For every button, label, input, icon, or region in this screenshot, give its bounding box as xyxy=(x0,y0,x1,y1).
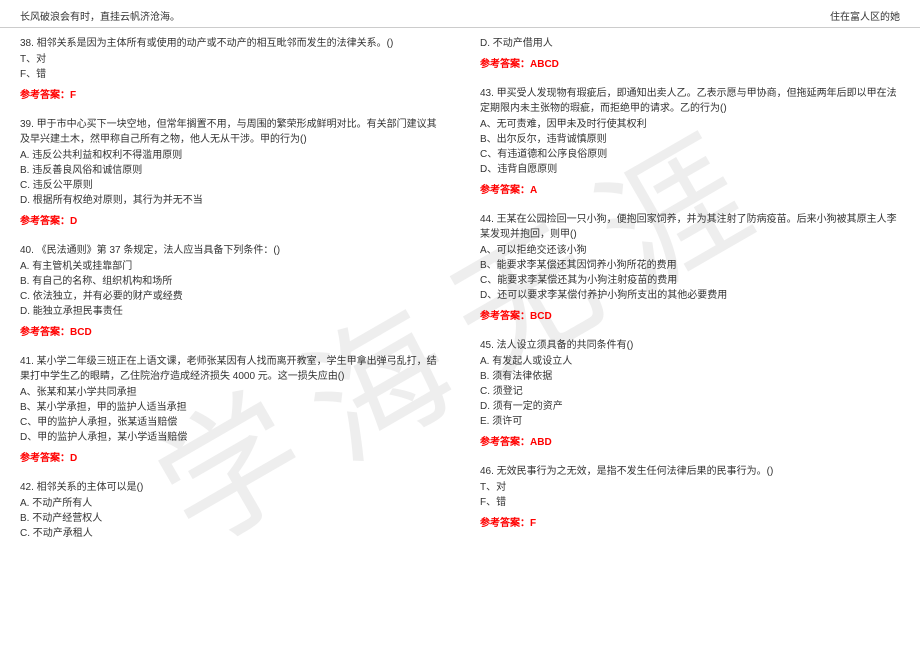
question-text: 39. 甲于市中心买下一块空地，但常年搁置不用，与周围的繁荣形成鲜明对比。有关部… xyxy=(20,117,440,147)
answer-label: 参考答案：BCD xyxy=(480,309,900,324)
option-d: D. 不动产借用人 xyxy=(480,36,900,51)
question-39: 39. 甲于市中心买下一块空地，但常年搁置不用，与周围的繁荣形成鲜明对比。有关部… xyxy=(20,117,440,229)
option-b: B. 违反善良风俗和诚信原则 xyxy=(20,163,440,178)
answer-label: 参考答案：A xyxy=(480,183,900,198)
option-b: B. 有自己的名称、组织机构和场所 xyxy=(20,274,440,289)
answer-label: 参考答案：F xyxy=(20,88,440,103)
option-a: A、无可责难，因甲未及时行使其权利 xyxy=(480,117,900,132)
option-c: C. 须登记 xyxy=(480,384,900,399)
right-column: D. 不动产借用人 参考答案：ABCD 43. 甲买受人发现物有瑕疵后，即通知出… xyxy=(460,36,900,555)
option-e: E. 须许可 xyxy=(480,414,900,429)
option-a: A、可以拒绝交还该小狗 xyxy=(480,243,900,258)
question-44: 44. 王某在公园捡回一只小狗，便抱回家饲养，并为其注射了防病疫苗。后来小狗被其… xyxy=(480,212,900,324)
content-area: 38. 相邻关系是因为主体所有或使用的动产或不动产的相互毗邻而发生的法律关系。(… xyxy=(0,28,920,563)
option-b: B. 不动产经营权人 xyxy=(20,511,440,526)
option-d: D、违背自愿原则 xyxy=(480,162,900,177)
option-d: D. 能独立承担民事责任 xyxy=(20,304,440,319)
question-text: 44. 王某在公园捡回一只小狗，便抱回家饲养，并为其注射了防病疫苗。后来小狗被其… xyxy=(480,212,900,242)
option-a: A. 有发起人或设立人 xyxy=(480,354,900,369)
option-c: C. 不动产承租人 xyxy=(20,526,440,541)
question-38: 38. 相邻关系是因为主体所有或使用的动产或不动产的相互毗邻而发生的法律关系。(… xyxy=(20,36,440,103)
question-text: 40. 《民法通则》第 37 条规定，法人应当具备下列条件：() xyxy=(20,243,440,258)
page-header: 长风破浪会有时，直挂云帆济沧海。 住在富人区的她 xyxy=(0,0,920,28)
question-42: 42. 相邻关系的主体可以是() A. 不动产所有人 B. 不动产经营权人 C.… xyxy=(20,480,440,541)
question-text: 38. 相邻关系是因为主体所有或使用的动产或不动产的相互毗邻而发生的法律关系。(… xyxy=(20,36,440,51)
option-d: D. 根据所有权绝对原则，其行为并无不当 xyxy=(20,193,440,208)
option-c: C、甲的监护人承担，张某适当赔偿 xyxy=(20,415,440,430)
answer-label: 参考答案：D xyxy=(20,451,440,466)
option-b: B、能要求李某偿还其因饲养小狗所花的费用 xyxy=(480,258,900,273)
question-text: 42. 相邻关系的主体可以是() xyxy=(20,480,440,495)
answer-label: 参考答案：BCD xyxy=(20,325,440,340)
answer-label: 参考答案：F xyxy=(480,516,900,531)
option-a: A. 不动产所有人 xyxy=(20,496,440,511)
question-42-cont: D. 不动产借用人 参考答案：ABCD xyxy=(480,36,900,72)
question-text: 43. 甲买受人发现物有瑕疵后，即通知出卖人乙。乙表示愿与甲协商，但拖延两年后即… xyxy=(480,86,900,116)
header-right-text: 住在富人区的她 xyxy=(830,8,900,23)
option-a: A. 违反公共利益和权利不得滥用原则 xyxy=(20,148,440,163)
option-c: C、有违道德和公序良俗原则 xyxy=(480,147,900,162)
option-b: B、某小学承担，甲的监护人适当承担 xyxy=(20,400,440,415)
option-f: F、错 xyxy=(20,67,440,82)
question-text: 41. 某小学二年级三班正在上语文课，老师张某因有人找而离开教室，学生甲拿出弹弓… xyxy=(20,354,440,384)
question-text: 45. 法人设立须具备的共同条件有() xyxy=(480,338,900,353)
option-c: C. 违反公平原则 xyxy=(20,178,440,193)
header-left-text: 长风破浪会有时，直挂云帆济沧海。 xyxy=(20,8,180,23)
option-d: D、甲的监护人承担，某小学适当赔偿 xyxy=(20,430,440,445)
option-b: B. 须有法律依据 xyxy=(480,369,900,384)
option-d: D. 须有一定的资产 xyxy=(480,399,900,414)
option-c: C. 依法独立，并有必要的财产或经费 xyxy=(20,289,440,304)
question-41: 41. 某小学二年级三班正在上语文课，老师张某因有人找而离开教室，学生甲拿出弹弓… xyxy=(20,354,440,466)
left-column: 38. 相邻关系是因为主体所有或使用的动产或不动产的相互毗邻而发生的法律关系。(… xyxy=(20,36,460,555)
answer-label: 参考答案：ABCD xyxy=(480,57,900,72)
option-b: B、出尔反尔，违背诚慎原则 xyxy=(480,132,900,147)
option-a: A、张某和某小学共同承担 xyxy=(20,385,440,400)
answer-label: 参考答案：ABD xyxy=(480,435,900,450)
option-c: C、能要求李某偿还其为小狗注射疫苗的费用 xyxy=(480,273,900,288)
question-46: 46. 无效民事行为之无效，是指不发生任何法律后果的民事行为。() T、对 F、… xyxy=(480,464,900,531)
question-45: 45. 法人设立须具备的共同条件有() A. 有发起人或设立人 B. 须有法律依… xyxy=(480,338,900,450)
option-t: T、对 xyxy=(20,52,440,67)
option-d: D、还可以要求李某偿付养护小狗所支出的其他必要费用 xyxy=(480,288,900,303)
option-t: T、对 xyxy=(480,480,900,495)
question-40: 40. 《民法通则》第 37 条规定，法人应当具备下列条件：() A. 有主管机… xyxy=(20,243,440,340)
question-text: 46. 无效民事行为之无效，是指不发生任何法律后果的民事行为。() xyxy=(480,464,900,479)
answer-label: 参考答案：D xyxy=(20,214,440,229)
option-a: A. 有主管机关或挂靠部门 xyxy=(20,259,440,274)
question-43: 43. 甲买受人发现物有瑕疵后，即通知出卖人乙。乙表示愿与甲协商，但拖延两年后即… xyxy=(480,86,900,198)
option-f: F、错 xyxy=(480,495,900,510)
